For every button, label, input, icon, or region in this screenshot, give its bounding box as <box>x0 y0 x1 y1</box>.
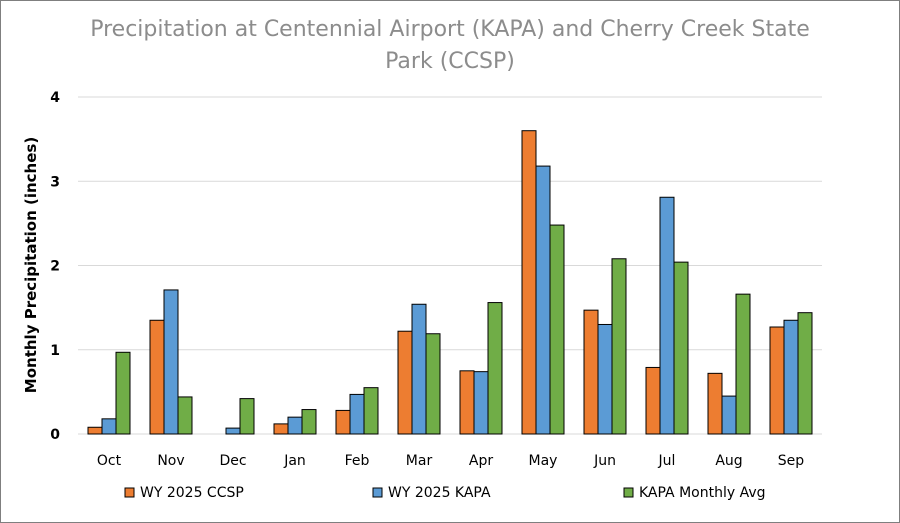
bar-jan-series-2 <box>287 416 303 435</box>
bar-sep-series-1 <box>769 326 785 435</box>
bar-aug-series-3 <box>735 293 751 435</box>
bar-oct-series-1 <box>87 426 103 435</box>
y-axis-label: Monthly Precipitation (inches) <box>22 137 40 393</box>
bar-feb-series-1 <box>335 409 351 435</box>
bar-aug-series-2 <box>721 395 737 435</box>
bar-sep-series-3 <box>797 312 813 435</box>
bar-aug-series-1 <box>707 372 723 435</box>
bar-apr-series-3 <box>487 302 503 435</box>
bar-feb-series-2 <box>349 393 365 435</box>
bars <box>87 130 813 435</box>
bar-oct-series-3 <box>115 351 131 435</box>
bar-dec-series-3 <box>239 398 255 435</box>
x-axis-ticks: Oct Nov Dec Jan Feb Mar Apr May Jun Jul Aug Sep <box>97 453 804 469</box>
bar-may-series-1 <box>521 130 537 435</box>
x-tick-label: Sep <box>778 453 805 469</box>
x-tick-label: Nov <box>157 453 184 469</box>
bar-jul-series-3 <box>673 261 689 435</box>
bar-nov-series-1 <box>149 319 165 435</box>
bar-nov-series-3 <box>177 396 193 435</box>
y-tick-label: 3 <box>50 174 60 190</box>
bar-may-series-3 <box>549 224 565 435</box>
bar-jul-series-1 <box>645 366 661 435</box>
bar-jan-series-3 <box>301 409 317 435</box>
x-tick-label: Mar <box>406 453 433 469</box>
legend-swatch <box>623 487 634 498</box>
bar-jan-series-1 <box>273 423 289 435</box>
x-tick-label: Oct <box>97 453 122 469</box>
gridlines <box>78 96 822 435</box>
bar-nov-series-2 <box>163 289 179 435</box>
x-tick-label: Dec <box>219 453 246 469</box>
y-tick-label: 0 <box>50 427 60 443</box>
y-tick-label: 2 <box>50 259 60 275</box>
y-tick-label: 4 <box>50 90 60 106</box>
bar-jun-series-1 <box>583 309 599 435</box>
x-tick-label: Jan <box>283 453 306 469</box>
y-axis-ticks: 0 1 2 3 4 <box>50 90 60 443</box>
bar-feb-series-3 <box>363 387 379 435</box>
legend-swatch <box>124 487 135 498</box>
y-tick-label: 1 <box>50 343 60 359</box>
chart-title-line-2: Park (CCSP) <box>385 49 515 74</box>
chart-title: Precipitation at Centennial Airport (KAP… <box>0 14 900 78</box>
bar-jun-series-3 <box>611 258 627 435</box>
bar-apr-series-1 <box>459 370 475 435</box>
x-tick-label: Apr <box>469 453 493 469</box>
bar-dec-series-2 <box>225 427 241 435</box>
bar-mar-series-2 <box>411 303 427 435</box>
bar-apr-series-2 <box>473 371 489 435</box>
bar-jul-series-2 <box>659 196 675 435</box>
bar-mar-series-1 <box>397 330 413 435</box>
chart-title-line-1: Precipitation at Centennial Airport (KAP… <box>90 17 810 42</box>
legend-swatch <box>372 487 383 498</box>
bar-may-series-2 <box>535 165 551 435</box>
bar-jun-series-2 <box>597 323 613 435</box>
legend: WY 2025 CCSP WY 2025 KAPA KAPA Monthly Avg <box>124 485 766 501</box>
legend-label: WY 2025 KAPA <box>388 485 491 501</box>
bar-mar-series-3 <box>425 333 441 435</box>
x-tick-label: Jul <box>658 453 676 469</box>
bar-sep-series-2 <box>783 319 799 435</box>
x-tick-label: Aug <box>715 453 742 469</box>
legend-label: WY 2025 CCSP <box>140 485 244 501</box>
x-tick-label: Feb <box>345 453 370 469</box>
bar-oct-series-2 <box>101 418 117 435</box>
x-tick-label: May <box>529 453 558 469</box>
legend-label: KAPA Monthly Avg <box>639 485 766 501</box>
x-tick-label: Jun <box>593 453 616 469</box>
